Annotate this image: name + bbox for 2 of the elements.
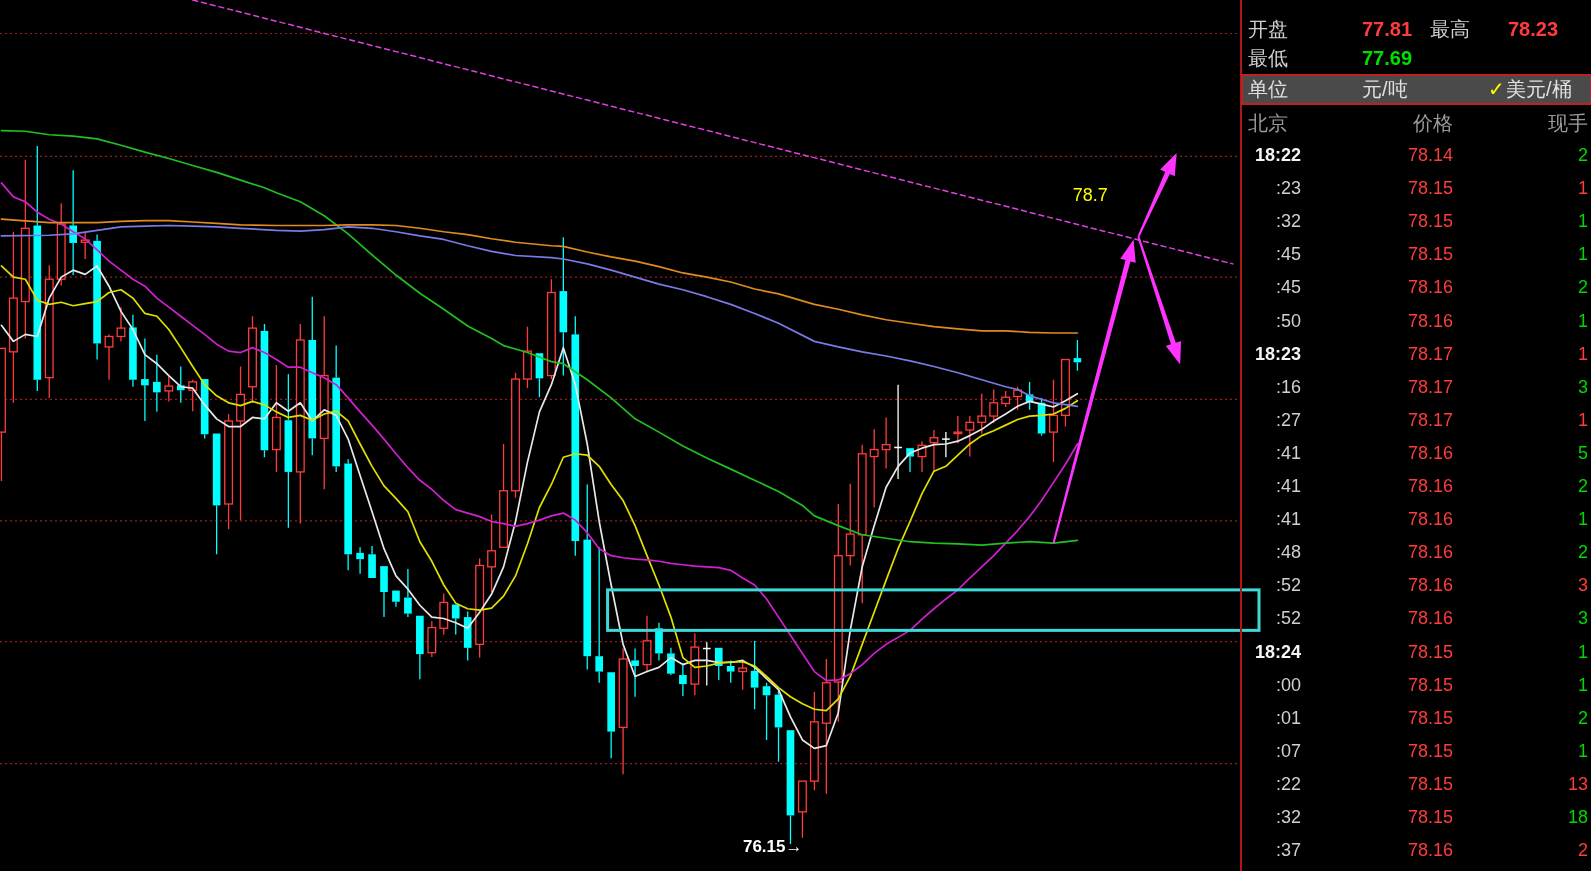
annotation: 76.15→ <box>742 837 803 857</box>
annotation: 78.7 <box>1072 184 1108 205</box>
